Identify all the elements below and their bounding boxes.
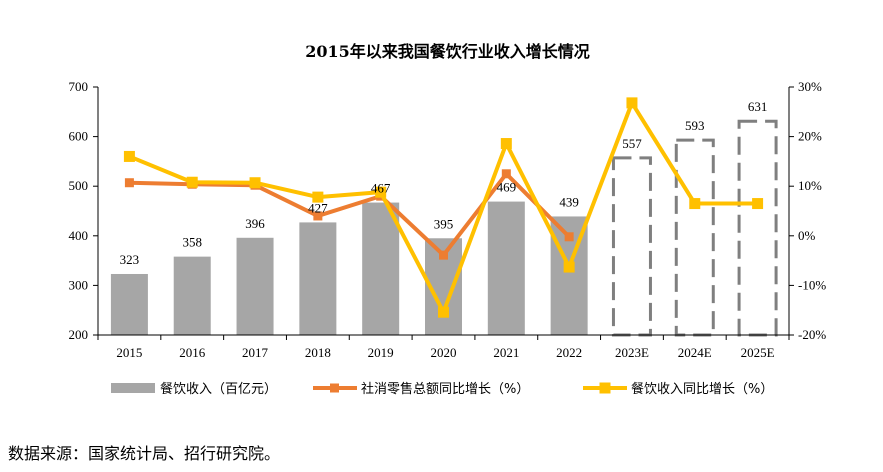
retail-growth-point (564, 232, 574, 242)
right-tick-label: -10% (798, 277, 826, 292)
bar (299, 222, 337, 335)
catering-growth-point (249, 177, 261, 189)
bar (173, 256, 211, 335)
catering-growth-point (123, 150, 135, 162)
right-tick-label: 20% (798, 129, 822, 144)
legend-swatch-bar (111, 383, 155, 393)
left-tick-label: 200 (69, 327, 89, 342)
catering-growth-point (500, 138, 512, 150)
bar-estimated (674, 138, 715, 337)
catering-growth-point (752, 198, 764, 210)
legend-marker-retail-growth (330, 383, 339, 393)
catering-growth-point (375, 186, 387, 198)
retail-growth-point (439, 250, 448, 260)
x-tick-label: 2019 (368, 345, 394, 360)
bar-estimated (737, 119, 778, 337)
catering-growth-point (563, 261, 575, 273)
bar-data-label: 631 (748, 99, 768, 114)
bar-data-label: 467 (371, 181, 391, 196)
right-tick-label: 30% (798, 79, 822, 94)
catering-growth-point (626, 97, 638, 109)
x-tick-label: 2020 (431, 345, 457, 360)
retail-growth-point (501, 169, 511, 179)
x-tick-label: 2017 (242, 345, 269, 360)
left-tick-label: 500 (69, 178, 89, 193)
bar (236, 237, 274, 335)
x-tick-label: 2022 (556, 345, 582, 360)
right-tick-label: 10% (798, 178, 822, 193)
retail-growth-point (313, 211, 323, 221)
bar (110, 273, 148, 335)
retail-growth-point (124, 178, 134, 188)
x-tick-label: 2016 (179, 345, 206, 360)
bar-data-label: 358 (182, 235, 202, 250)
right-tick-label: -20% (798, 327, 826, 342)
legend-label-catering-growth: 餐饮收入同比增长（%） (631, 381, 773, 397)
x-tick-label: 2015 (116, 345, 142, 360)
catering-growth-point (312, 191, 324, 203)
bar-estimated (611, 156, 652, 337)
legend-label-bar: 餐饮收入（百亿元） (160, 381, 277, 397)
catering-growth-point (186, 176, 198, 188)
legend-marker-catering-growth (599, 382, 611, 394)
x-tick-label: 2025E (741, 345, 775, 360)
chart-svg: 2015年以来我国餐饮行业收入增长情况 200 300 400 500 600 700 -20… (69, 42, 827, 397)
left-tick-label: 300 (69, 277, 89, 292)
x-tick-label: 2018 (305, 345, 331, 360)
left-tick-label: 400 (69, 228, 89, 243)
x-tick-label: 2024E (678, 345, 712, 360)
x-tick-label: 2021 (493, 345, 519, 360)
bar (362, 202, 400, 335)
right-tick-label: 0% (798, 228, 816, 243)
bar-data-label: 396 (245, 216, 265, 231)
catering-growth-point (689, 198, 701, 210)
bar-data-label: 427 (308, 200, 328, 215)
x-tick-label: 2023E (615, 345, 649, 360)
bar-data-label: 593 (685, 118, 705, 133)
bar-data-label: 557 (622, 136, 642, 151)
bar-data-label: 395 (434, 216, 454, 231)
bar-data-label: 469 (497, 180, 517, 195)
bar-data-label: 439 (559, 194, 579, 209)
left-tick-label: 600 (69, 129, 89, 144)
legend-label-retail-growth: 社消零售总额同比增长（%） (361, 381, 529, 397)
source-note: 数据来源：国家统计局、招行研究院。 (8, 444, 281, 463)
chart-title: 2015年以来我国餐饮行业收入增长情况 (305, 42, 590, 61)
retail-growth-line (129, 171, 571, 258)
bar (487, 201, 525, 335)
bar-data-label: 323 (120, 252, 140, 267)
left-tick-label: 700 (69, 79, 89, 94)
catering-growth-point (438, 306, 449, 318)
